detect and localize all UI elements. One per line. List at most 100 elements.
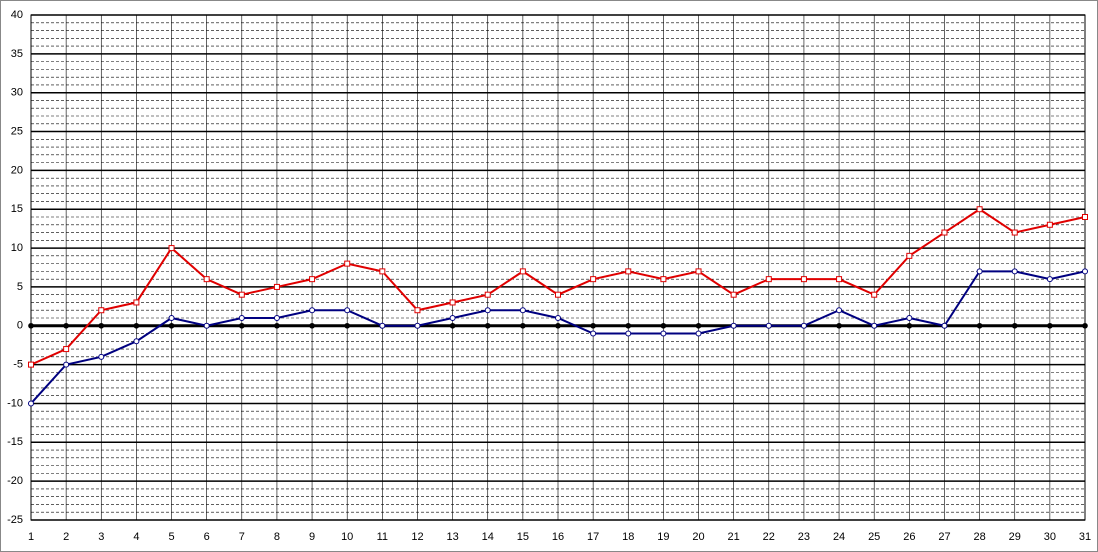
data-point bbox=[941, 229, 948, 236]
data-point bbox=[555, 322, 561, 329]
y-tick-label: 15 bbox=[11, 203, 23, 215]
data-point bbox=[379, 322, 386, 329]
data-point bbox=[660, 322, 667, 329]
x-tick-label: 1 bbox=[28, 531, 34, 543]
data-point bbox=[871, 291, 878, 298]
x-tick-label: 3 bbox=[98, 531, 104, 543]
data-point bbox=[1082, 214, 1088, 220]
x-tick-label: 26 bbox=[903, 531, 915, 543]
data-point bbox=[274, 322, 280, 329]
x-tick-label: 7 bbox=[239, 531, 245, 543]
data-point bbox=[836, 322, 842, 329]
data-point bbox=[98, 322, 105, 329]
data-point bbox=[625, 330, 632, 337]
data-point bbox=[800, 276, 807, 283]
y-tick-label: -25 bbox=[7, 514, 23, 526]
data-point bbox=[309, 322, 315, 329]
data-point bbox=[590, 330, 597, 337]
data-point bbox=[1047, 322, 1053, 329]
data-point bbox=[484, 322, 491, 329]
data-point bbox=[1082, 268, 1088, 275]
y-tick-label: -20 bbox=[7, 475, 23, 487]
y-tick-label: 0 bbox=[17, 320, 23, 332]
x-tick-label: 18 bbox=[622, 531, 634, 543]
data-point bbox=[28, 322, 34, 329]
data-point bbox=[941, 322, 948, 329]
x-tick-label: 17 bbox=[587, 531, 599, 543]
x-tick-label: 12 bbox=[411, 531, 423, 543]
data-point bbox=[590, 276, 597, 283]
data-point bbox=[555, 291, 561, 298]
data-point bbox=[484, 307, 491, 314]
x-tick-label: 5 bbox=[168, 531, 174, 543]
data-point bbox=[906, 315, 913, 321]
data-point bbox=[238, 291, 245, 298]
x-tick-label: 15 bbox=[517, 531, 529, 543]
x-tick-label: 2 bbox=[63, 531, 69, 543]
x-tick-label: 20 bbox=[692, 531, 704, 543]
data-point bbox=[1046, 276, 1053, 283]
y-tick-label: 5 bbox=[17, 281, 23, 293]
data-point bbox=[379, 268, 386, 275]
data-point bbox=[273, 283, 280, 290]
data-point bbox=[414, 322, 421, 329]
data-point bbox=[1082, 322, 1088, 329]
data-point bbox=[625, 268, 632, 275]
y-tick-label: 10 bbox=[11, 242, 23, 254]
data-point bbox=[63, 346, 70, 353]
data-point bbox=[1011, 268, 1018, 275]
data-point bbox=[800, 322, 807, 329]
data-point bbox=[239, 322, 245, 329]
x-tick-label: 16 bbox=[552, 531, 564, 543]
data-point bbox=[906, 322, 913, 329]
x-tick-label: 30 bbox=[1044, 531, 1056, 543]
data-point bbox=[344, 322, 351, 329]
data-point bbox=[309, 307, 316, 314]
data-point bbox=[836, 276, 843, 283]
x-tick-label: 8 bbox=[274, 531, 280, 543]
data-point bbox=[414, 307, 421, 314]
data-point bbox=[344, 260, 351, 267]
x-tick-label: 31 bbox=[1079, 531, 1091, 543]
data-point bbox=[519, 268, 526, 275]
data-point bbox=[765, 322, 772, 329]
data-point bbox=[1011, 229, 1018, 236]
x-tick-label: 14 bbox=[482, 531, 494, 543]
data-point bbox=[590, 322, 596, 329]
x-tick-label: 9 bbox=[309, 531, 315, 543]
data-point bbox=[203, 322, 210, 329]
x-tick-label: 24 bbox=[833, 531, 845, 543]
y-tick-label: 30 bbox=[11, 87, 23, 99]
data-point bbox=[695, 322, 702, 329]
x-tick-label: 27 bbox=[938, 531, 950, 543]
y-tick-label: 40 bbox=[11, 9, 23, 21]
data-point bbox=[1011, 322, 1018, 329]
data-point bbox=[555, 315, 561, 321]
data-point bbox=[98, 307, 105, 314]
data-point bbox=[133, 322, 140, 329]
data-point bbox=[28, 400, 34, 407]
data-point bbox=[519, 307, 526, 314]
data-point bbox=[660, 330, 667, 337]
x-tick-label: 21 bbox=[728, 531, 740, 543]
y-tick-label: 20 bbox=[11, 164, 23, 176]
data-point bbox=[730, 291, 737, 298]
y-tick-label: -15 bbox=[7, 436, 23, 448]
x-tick-label: 6 bbox=[204, 531, 210, 543]
data-point bbox=[520, 322, 526, 329]
data-point bbox=[98, 353, 105, 360]
data-point bbox=[133, 338, 140, 345]
x-tick-label: 22 bbox=[763, 531, 775, 543]
x-tick-label: 23 bbox=[798, 531, 810, 543]
data-point bbox=[976, 322, 983, 329]
data-point bbox=[730, 322, 737, 329]
data-point bbox=[695, 330, 702, 337]
data-point bbox=[976, 206, 983, 213]
x-tick-label: 28 bbox=[973, 531, 985, 543]
data-point bbox=[765, 276, 772, 283]
x-tick-label: 11 bbox=[377, 531, 388, 543]
data-point bbox=[976, 268, 983, 275]
y-tick-label: -10 bbox=[7, 397, 23, 409]
data-point bbox=[660, 276, 667, 283]
data-point bbox=[1046, 221, 1053, 228]
